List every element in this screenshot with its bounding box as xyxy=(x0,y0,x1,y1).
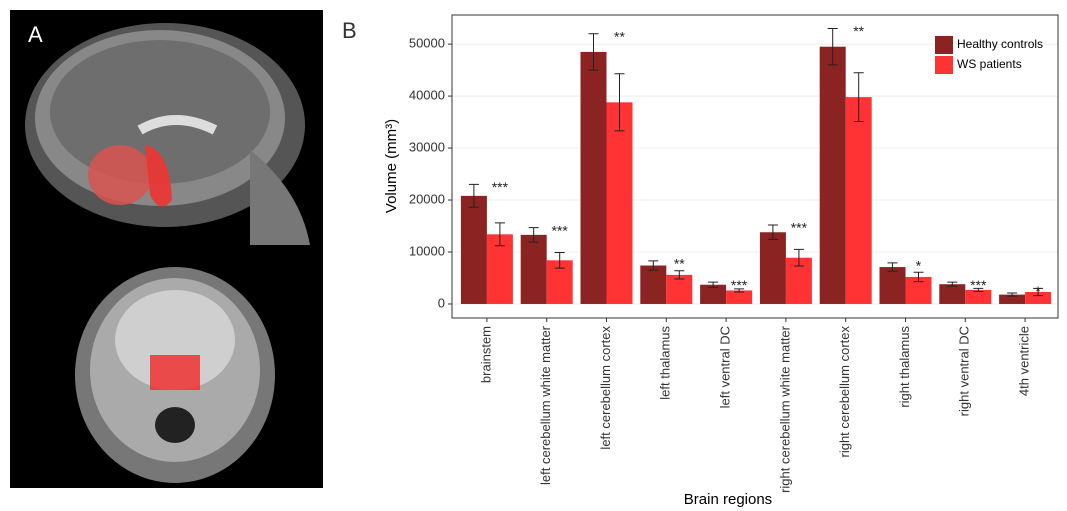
x-tick-label: brainstem xyxy=(478,326,493,383)
bar xyxy=(846,97,872,304)
bar xyxy=(521,235,547,304)
x-tick-label: left thalamus xyxy=(658,326,673,400)
mri-panel: A xyxy=(10,10,323,488)
significance-label: *** xyxy=(791,220,808,236)
y-tick-label: 0 xyxy=(438,295,445,310)
x-tick-label: right cerebellum white matter xyxy=(777,325,792,493)
x-tick-label: left cerebellum white matter xyxy=(538,325,553,485)
significance-label: * xyxy=(916,258,922,274)
y-tick-label: 20000 xyxy=(409,191,445,206)
x-tick-label: left cerebellum cortex xyxy=(598,326,613,450)
bar xyxy=(461,196,487,304)
significance-label: ** xyxy=(853,23,864,39)
significance-label: *** xyxy=(552,222,569,238)
x-axis-title: Brain regions xyxy=(684,491,772,508)
x-tick-label: right thalamus xyxy=(897,326,912,408)
bar xyxy=(607,102,633,304)
legend-swatch xyxy=(935,36,953,54)
significance-label: ** xyxy=(674,256,685,272)
significance-label: * xyxy=(1035,283,1041,299)
bar xyxy=(939,284,965,304)
bar xyxy=(820,47,846,304)
y-tick-label: 30000 xyxy=(409,139,445,154)
y-tick-label: 50000 xyxy=(409,36,445,51)
significance-label: ** xyxy=(614,28,625,44)
panel-label: B xyxy=(342,18,357,43)
significance-label: *** xyxy=(970,277,987,293)
legend-label: Healthy controls xyxy=(957,37,1043,51)
bar xyxy=(760,232,786,304)
x-tick-label: 4th ventricle xyxy=(1017,326,1032,396)
legend-swatch xyxy=(935,56,953,74)
bar xyxy=(880,267,906,304)
panel-label: A xyxy=(28,22,43,47)
y-axis-title: Volume (mm³) xyxy=(383,119,400,213)
x-tick-label: left ventral DC xyxy=(718,326,733,408)
x-tick-label: right ventral DC xyxy=(957,326,972,416)
y-tick-label: 40000 xyxy=(409,88,445,103)
legend-label: WS patients xyxy=(957,57,1022,71)
significance-label: *** xyxy=(492,179,509,195)
figure: A B 0 10000 20000 30000 40000 50000 brainstem *… xyxy=(0,0,1067,511)
significance-label: *** xyxy=(731,277,748,293)
x-tick-label: right cerebellum cortex xyxy=(837,326,852,458)
bar xyxy=(581,52,607,304)
y-tick-label: 10000 xyxy=(409,243,445,258)
bar xyxy=(640,266,666,304)
